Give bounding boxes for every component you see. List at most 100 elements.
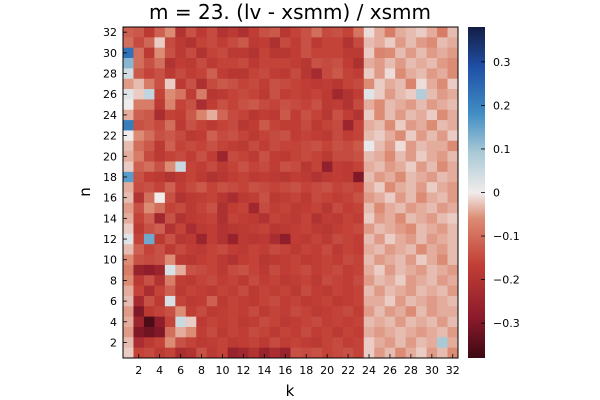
heatmap-cell <box>133 233 145 245</box>
heatmap-cell <box>133 316 145 328</box>
heatmap-cell <box>321 161 333 173</box>
heatmap-cell <box>311 37 323 49</box>
heatmap-cell <box>300 47 312 59</box>
heatmap-cell <box>395 99 407 111</box>
heatmap-cell <box>217 264 229 276</box>
heatmap-cell <box>185 244 197 255</box>
heatmap-cell <box>405 202 417 214</box>
heatmap-cell <box>133 192 145 204</box>
heatmap-cell <box>143 58 155 69</box>
heatmap-cell <box>185 140 197 152</box>
heatmap-cell <box>248 192 260 204</box>
heatmap-cell <box>185 89 197 100</box>
heatmap-cell <box>217 47 229 59</box>
heatmap-cell <box>133 223 145 235</box>
heatmap-cell <box>154 182 166 193</box>
heatmap-cell <box>374 99 386 111</box>
heatmap-cell <box>437 182 448 193</box>
heatmap-cell <box>280 306 291 318</box>
heatmap-cell <box>227 109 239 121</box>
heatmap-cell <box>248 202 260 214</box>
heatmap-cell <box>311 285 323 297</box>
heatmap-cell <box>154 347 166 359</box>
heatmap-cell <box>300 244 312 255</box>
heatmap-cell <box>447 285 459 297</box>
heatmap-cell <box>447 130 459 142</box>
heatmap-cell <box>405 120 417 131</box>
heatmap-cell <box>238 151 250 162</box>
heatmap-cell <box>384 264 396 276</box>
heatmap-cell <box>123 27 134 38</box>
heatmap-cell <box>280 244 291 255</box>
heatmap-cell <box>332 120 344 131</box>
heatmap-cell <box>300 130 312 142</box>
heatmap-cell <box>123 58 134 69</box>
heatmap-cell <box>206 223 218 235</box>
heatmap-cell <box>217 223 229 235</box>
heatmap-cell <box>143 192 155 204</box>
heatmap-cell <box>154 78 166 90</box>
heatmap-cell <box>416 27 427 38</box>
heatmap-cell <box>290 47 302 59</box>
heatmap-cell <box>290 27 302 38</box>
heatmap-cell <box>206 182 218 193</box>
heatmap-cell <box>238 192 250 204</box>
heatmap-cell <box>143 264 155 276</box>
heatmap-cell <box>426 285 438 297</box>
heatmap-cell <box>426 37 438 49</box>
heatmap-cell <box>206 78 218 90</box>
heatmap-cell <box>164 233 176 245</box>
heatmap-cell <box>185 337 197 349</box>
y-tick-label: 26 <box>103 88 117 101</box>
heatmap-cell <box>342 99 354 111</box>
heatmap-cell <box>259 47 270 59</box>
heatmap-cell <box>227 37 239 49</box>
colorbar-tick-label: −0.2 <box>493 274 520 287</box>
heatmap-cell <box>259 120 270 131</box>
heatmap-cell <box>416 109 427 121</box>
x-tick-label: 28 <box>404 364 418 377</box>
heatmap-cell <box>248 223 260 235</box>
plot-frame <box>122 26 459 359</box>
heatmap-cell <box>321 264 333 276</box>
heatmap-cell <box>384 213 396 224</box>
heatmap-cell <box>196 99 208 111</box>
heatmap-cell <box>321 68 333 80</box>
heatmap-cell <box>437 233 448 245</box>
heatmap-cell <box>175 275 187 286</box>
heatmap-cell <box>332 182 344 193</box>
heatmap-cell <box>332 285 344 297</box>
heatmap-cell <box>311 264 323 276</box>
heatmap-cell <box>280 192 291 204</box>
heatmap-cell <box>374 47 386 59</box>
heatmap-cell <box>447 316 459 328</box>
heatmap-cell <box>143 89 155 100</box>
heatmap-cell <box>332 213 344 224</box>
heatmap-cell <box>395 275 407 286</box>
heatmap-cell <box>384 337 396 349</box>
heatmap-cell <box>280 233 291 245</box>
heatmap-cell <box>353 161 365 173</box>
heatmap-cell <box>206 37 218 49</box>
heatmap-cell <box>384 161 396 173</box>
heatmap-cell <box>259 68 270 80</box>
heatmap-cell <box>154 99 166 111</box>
heatmap-cell <box>447 27 459 38</box>
heatmap-cell <box>363 58 375 69</box>
heatmap-cell <box>175 347 187 359</box>
heatmap-cell <box>238 47 250 59</box>
heatmap-cell <box>395 109 407 121</box>
x-tick-label: 12 <box>236 364 250 377</box>
heatmap-cell <box>342 58 354 69</box>
heatmap-cell <box>175 78 187 90</box>
heatmap-cell <box>311 316 323 328</box>
heatmap-cell <box>196 161 208 173</box>
heatmap-cell <box>164 254 176 266</box>
heatmap-cell <box>175 130 187 142</box>
heatmap-cell <box>342 254 354 266</box>
heatmap-cell <box>321 275 333 286</box>
colorbar-ticks: −0.3 −0.2 −0.1 0 0.1 0.2 0.3 <box>481 56 520 330</box>
heatmap-cell <box>154 192 166 204</box>
heatmap-cell <box>405 99 417 111</box>
heatmap-cell <box>363 295 375 307</box>
